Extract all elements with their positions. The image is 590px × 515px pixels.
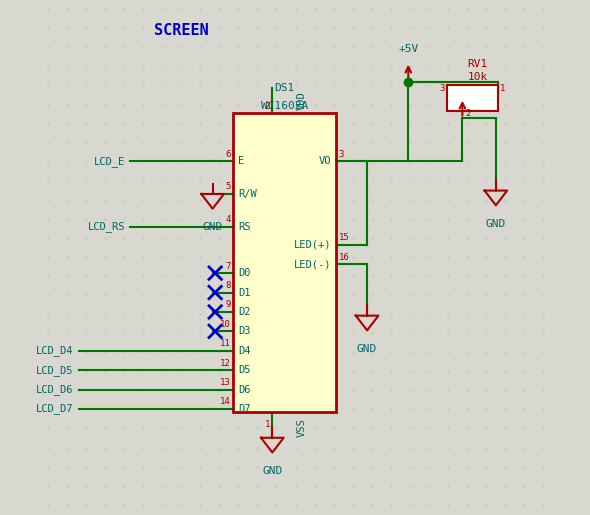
- Text: LCD_RS: LCD_RS: [87, 221, 125, 232]
- Text: D3: D3: [238, 327, 251, 336]
- Text: RS: RS: [238, 222, 251, 232]
- Text: E: E: [238, 156, 245, 166]
- Text: 10k: 10k: [468, 72, 488, 82]
- Text: LCD_D6: LCD_D6: [36, 384, 74, 395]
- Text: LED(-): LED(-): [294, 259, 331, 269]
- Text: LCD_D5: LCD_D5: [36, 365, 74, 375]
- Text: VO: VO: [319, 156, 331, 166]
- Text: 3: 3: [339, 149, 344, 159]
- Text: 12: 12: [220, 358, 231, 368]
- Text: GND: GND: [486, 219, 506, 229]
- Text: D4: D4: [238, 346, 251, 356]
- Text: SCREEN: SCREEN: [155, 23, 209, 38]
- Text: GND: GND: [202, 222, 223, 232]
- Text: 13: 13: [220, 378, 231, 387]
- Text: 7: 7: [225, 262, 231, 270]
- Text: 4: 4: [225, 215, 231, 224]
- Text: 6: 6: [225, 149, 231, 159]
- Text: D5: D5: [238, 365, 251, 375]
- Text: LCD_E: LCD_E: [94, 156, 125, 166]
- Text: D1: D1: [238, 287, 251, 298]
- Text: 16: 16: [339, 252, 349, 262]
- Text: D0: D0: [238, 268, 251, 278]
- Bar: [233, 113, 336, 412]
- Text: VDD: VDD: [297, 91, 307, 110]
- Text: D7: D7: [238, 404, 251, 414]
- Text: 1: 1: [500, 84, 505, 93]
- Text: R/W: R/W: [238, 189, 257, 199]
- Text: D2: D2: [238, 307, 251, 317]
- Text: D6: D6: [238, 385, 251, 394]
- Text: 3: 3: [439, 84, 444, 93]
- Text: 11: 11: [220, 339, 231, 348]
- Text: GND: GND: [357, 344, 377, 354]
- Text: 10: 10: [220, 320, 231, 329]
- Bar: [447, 85, 499, 111]
- Text: 2: 2: [264, 102, 270, 111]
- Text: VSS: VSS: [297, 418, 307, 437]
- Text: DS1: DS1: [274, 83, 295, 93]
- Text: GND: GND: [262, 466, 283, 476]
- Text: 1: 1: [264, 420, 270, 428]
- Text: 8: 8: [225, 281, 231, 290]
- Text: LCD_D7: LCD_D7: [36, 404, 74, 415]
- Text: RV1: RV1: [468, 59, 488, 69]
- Text: LCD_D4: LCD_D4: [36, 346, 74, 356]
- Text: 9: 9: [225, 300, 231, 310]
- Text: 14: 14: [220, 398, 231, 406]
- Text: 5: 5: [225, 182, 231, 192]
- Text: +5V: +5V: [398, 44, 418, 54]
- Text: LED(+): LED(+): [294, 239, 331, 250]
- Text: 2: 2: [465, 109, 470, 118]
- Text: WC1602A: WC1602A: [261, 101, 309, 111]
- Text: 15: 15: [339, 233, 349, 242]
